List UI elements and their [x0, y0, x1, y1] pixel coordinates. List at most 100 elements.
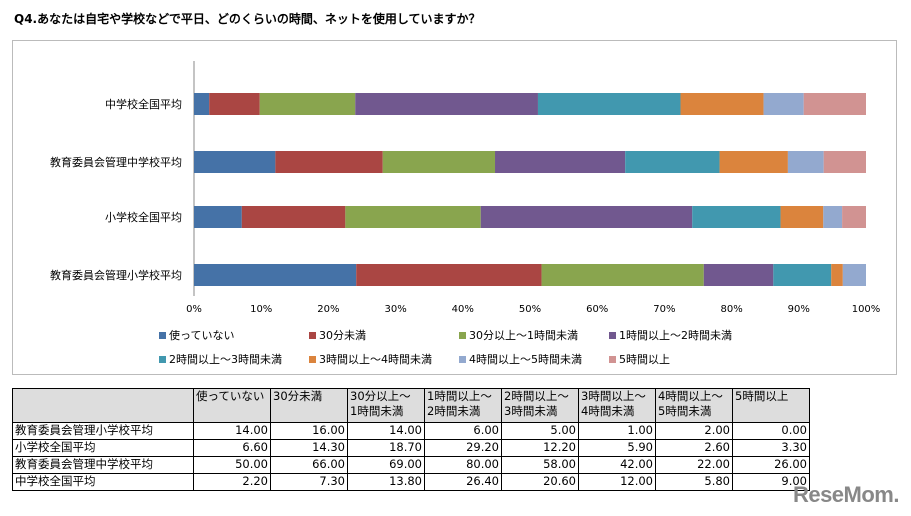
bar-segment	[823, 151, 866, 173]
table-cell: 6.60	[193, 439, 271, 457]
table-cell: 20.60	[501, 473, 579, 491]
category-label: 教育委員会管理小学校平均	[50, 268, 182, 282]
bar-segment	[194, 151, 276, 173]
legend-item: 5時間以上	[609, 351, 670, 367]
legend-item: 使っていない	[159, 327, 234, 343]
column-header: 30分未満	[270, 388, 348, 423]
question-title: Q4.あなたは自宅や学校などで平日、どのくらいの時間、ネットを使用していますか？	[14, 12, 481, 26]
table-cell: 5.00	[501, 422, 579, 440]
bar-segment	[194, 264, 357, 286]
resemom-logo: ReseMom.	[792, 482, 900, 507]
legend-item: 30分未満	[309, 327, 366, 343]
table-row: 中学校全国平均 2.20 7.30 13.80 26.40 20.60 12.00 5.80 9…	[12, 473, 810, 491]
bar-segment	[803, 93, 866, 115]
table-cell: 12.20	[501, 439, 579, 457]
table-cell: 12.00	[578, 473, 656, 491]
table-row: 教育委員会管理中学校平均 50.00 66.00 69.00 80.00 58.00 42.…	[12, 456, 810, 474]
bar-segment	[703, 264, 774, 286]
data-table: 使っていない 30分未満 30分以上～ 1時間未満 1時間以上～ 2時間未満 2時間以上～ 3…	[12, 388, 810, 491]
legend-item: 1時間以上～2時間未満	[609, 327, 732, 343]
category-label: 小学校全国平均	[105, 210, 182, 224]
bar-segment	[692, 206, 781, 228]
legend-label: 1時間以上～2時間未満	[619, 329, 732, 342]
table-cell: 22.00	[655, 456, 733, 474]
legend-label: 30分以上～1時間未満	[469, 329, 578, 342]
table-cell: 0.00	[732, 422, 810, 440]
column-header: 2時間以上～ 3時間未満	[501, 388, 579, 423]
bar-segment	[680, 93, 764, 115]
legend-swatch	[159, 331, 166, 339]
bar-segment	[719, 151, 788, 173]
table-cell: 69.00	[347, 456, 425, 474]
x-tick-label: 20%	[317, 304, 339, 315]
x-tick-label: 50%	[519, 304, 541, 315]
row-label: 教育委員会管理小学校平均	[12, 422, 194, 440]
legend-label: 使っていない	[169, 329, 235, 342]
legend-label: 3時間以上～4時間未満	[319, 353, 432, 366]
legend-item: 2時間以上～3時間未満	[159, 351, 282, 367]
legend-label: 4時間以上～5時間未満	[469, 353, 582, 366]
table-cell: 29.20	[424, 439, 502, 457]
category-label: 中学校全国平均	[105, 97, 182, 111]
legend-label: 5時間以上	[619, 353, 670, 366]
column-header	[12, 388, 194, 423]
table-cell: 2.20	[193, 473, 271, 491]
bar-segment	[382, 151, 496, 173]
table-cell: 2.60	[655, 439, 733, 457]
table-cell: 2.00	[655, 422, 733, 440]
bar-segment	[209, 93, 260, 115]
table-cell: 14.00	[347, 422, 425, 440]
column-header: 5時間以上	[732, 388, 810, 423]
bar-segment	[763, 93, 804, 115]
x-tick-label: 30%	[384, 304, 406, 315]
bar-segment	[241, 206, 346, 228]
legend-label: 30分未満	[319, 329, 366, 342]
table-cell: 18.70	[347, 439, 425, 457]
table-cell: 66.00	[270, 456, 348, 474]
table-cell: 14.30	[270, 439, 348, 457]
legend-item: 30分以上～1時間未満	[459, 327, 578, 343]
column-header: 3時間以上～ 4時間未満	[578, 388, 656, 423]
x-tick-label: 60%	[586, 304, 608, 315]
bar-segment	[259, 93, 356, 115]
x-tick-label: 40%	[452, 304, 474, 315]
table-cell: 3.30	[732, 439, 810, 457]
legend-swatch	[609, 331, 616, 339]
bar-segment	[787, 151, 824, 173]
legend-swatch	[309, 355, 316, 363]
table-cell: 1.00	[578, 422, 656, 440]
legend-swatch	[459, 355, 466, 363]
table-cell: 5.90	[578, 439, 656, 457]
legend-swatch	[159, 355, 166, 363]
table-cell: 9.00	[732, 473, 810, 491]
table-cell: 50.00	[193, 456, 271, 474]
x-tick-label: 70%	[653, 304, 675, 315]
x-tick-label: 80%	[720, 304, 742, 315]
table-cell: 7.30	[270, 473, 348, 491]
legend-swatch	[459, 331, 466, 339]
column-header: 30分以上～ 1時間未満	[347, 388, 425, 423]
legend-swatch	[309, 331, 316, 339]
bar-segment	[842, 206, 866, 228]
legend-label: 2時間以上～3時間未満	[169, 353, 282, 366]
legend-item: 3時間以上～4時間未満	[309, 351, 432, 367]
column-header: 4時間以上～ 5時間未満	[655, 388, 733, 423]
bar-segment	[480, 206, 693, 228]
table-cell: 6.00	[424, 422, 502, 440]
x-tick-label: 100%	[852, 304, 881, 315]
column-header: 1時間以上～ 2時間未満	[424, 388, 502, 423]
table-cell: 14.00	[193, 422, 271, 440]
table-cell: 13.80	[347, 473, 425, 491]
bar-segment	[356, 264, 542, 286]
table-cell: 80.00	[424, 456, 502, 474]
bar-segment	[823, 206, 843, 228]
table-cell: 42.00	[578, 456, 656, 474]
column-header: 使っていない	[193, 388, 271, 423]
legend-item: 4時間以上～5時間未満	[459, 351, 582, 367]
row-label: 小学校全国平均	[12, 439, 194, 457]
x-tick-label: 90%	[788, 304, 810, 315]
bar-segment	[537, 93, 681, 115]
table-cell: 58.00	[501, 456, 579, 474]
bar-segment	[194, 206, 242, 228]
